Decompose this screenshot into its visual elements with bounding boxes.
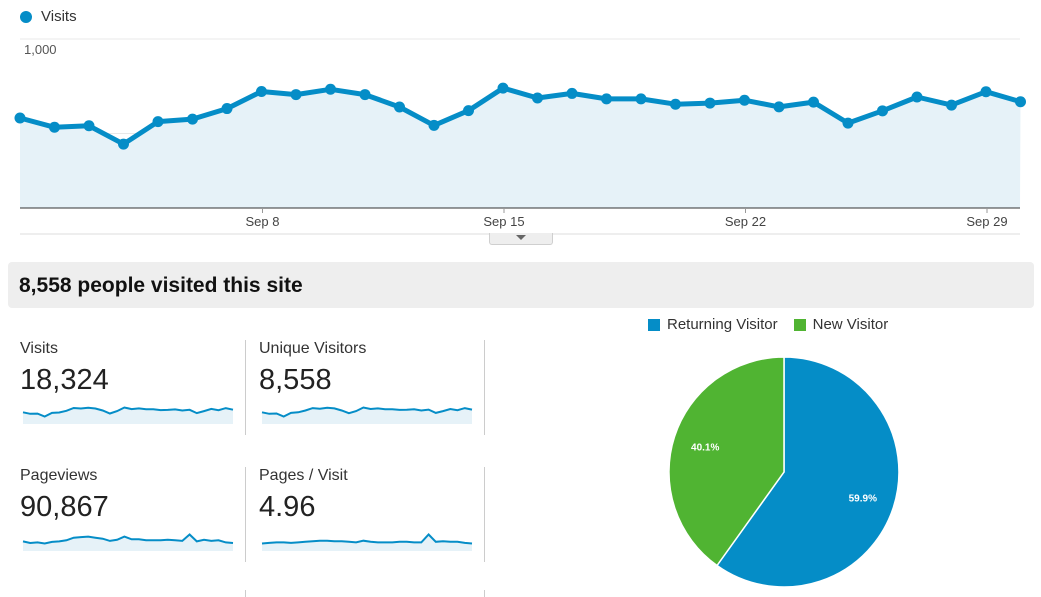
sparkline-line	[261, 533, 473, 545]
divider	[484, 467, 485, 562]
data-point	[256, 86, 267, 98]
metric-pages-per-visit[interactable]: Pages / Visit 4.96	[259, 467, 484, 563]
sparkline-fill	[23, 534, 233, 551]
caret-down-icon	[516, 235, 526, 240]
data-point	[773, 101, 785, 113]
divider	[245, 340, 246, 435]
pie-slice	[715, 356, 900, 588]
sparkline	[22, 533, 234, 551]
sparkline-line	[22, 406, 234, 418]
sparkline	[261, 406, 473, 424]
legend-label: New Visitor	[812, 316, 889, 333]
legend-swatch-icon	[648, 318, 660, 331]
metric-value: 18,324	[20, 364, 109, 396]
data-point	[877, 105, 888, 117]
data-point	[842, 117, 854, 129]
summary-text: people visited this site	[77, 274, 303, 297]
data-point	[187, 113, 198, 125]
sparkline-fill	[262, 534, 472, 551]
divider	[484, 340, 485, 435]
x-tick-label: Sep 22	[725, 214, 766, 229]
metric-label: Unique Visitors	[259, 340, 367, 357]
data-point	[463, 105, 474, 117]
area-fill	[20, 88, 1021, 208]
x-tick-label: Sep 29	[966, 214, 1007, 229]
data-point	[497, 82, 509, 94]
metric-unique-visitors[interactable]: Unique Visitors 8,558	[259, 340, 484, 436]
metric-visits[interactable]: Visits 18,324	[20, 340, 245, 436]
y-tick-label: 1,000	[24, 42, 57, 57]
summary-heading: 8,558 people visited this site	[19, 274, 303, 298]
x-tick-label: Sep 15	[483, 214, 524, 229]
legend-item-returning[interactable]: Returning Visitor	[648, 316, 778, 333]
sparkline-fill	[23, 407, 233, 424]
series-line	[19, 85, 1022, 147]
data-point	[290, 89, 302, 101]
data-point	[152, 116, 164, 128]
divider	[484, 590, 485, 597]
sparkline	[261, 533, 473, 551]
data-point	[83, 120, 95, 132]
data-point	[808, 96, 819, 108]
legend-item-new[interactable]: New Visitor	[793, 316, 889, 333]
x-tick-label: Sep 8	[246, 214, 280, 229]
sparkline	[22, 406, 234, 424]
collapse-chart-handle[interactable]	[489, 233, 553, 245]
data-point	[359, 89, 371, 101]
data-point	[946, 99, 957, 111]
data-point	[49, 121, 60, 133]
data-point	[670, 98, 681, 110]
data-point	[532, 92, 543, 104]
data-point	[601, 93, 612, 105]
metric-label: Pageviews	[20, 467, 98, 484]
data-point	[14, 112, 26, 124]
legend-dot-icon	[20, 10, 32, 23]
data-point	[739, 94, 750, 106]
metric-pageviews[interactable]: Pageviews 90,867	[20, 467, 245, 563]
pie-slice-label: 40.1%	[691, 443, 719, 454]
data-point	[428, 119, 440, 131]
metric-value: 90,867	[20, 491, 109, 523]
metric-label: Visits	[20, 340, 58, 357]
data-point	[1015, 96, 1026, 108]
data-point	[980, 86, 992, 98]
data-point	[221, 103, 233, 115]
legend-label-visits: Visits	[41, 8, 77, 25]
data-point	[118, 138, 129, 150]
sparkline-fill	[262, 407, 472, 424]
pie-slice	[668, 356, 785, 567]
data-point	[566, 87, 578, 99]
data-point	[325, 83, 336, 95]
legend-label: Returning Visitor	[667, 316, 778, 333]
pie-slice-label: 59.9%	[849, 493, 877, 504]
metric-value: 4.96	[259, 491, 316, 523]
metric-label: Pages / Visit	[259, 467, 348, 484]
divider	[245, 467, 246, 562]
visitor-type-pie-chart[interactable]: 59.9% 40.1%	[660, 350, 910, 595]
data-point	[394, 101, 405, 113]
legend-swatch-icon	[793, 318, 806, 331]
chart-legend[interactable]: Visits	[20, 8, 77, 25]
pie-legend: Returning Visitor New Visitor	[648, 316, 904, 333]
data-point	[635, 93, 647, 105]
summary-bar: 8,558 people visited this site	[8, 262, 1034, 308]
data-point	[704, 97, 716, 109]
sparkline-line	[22, 533, 234, 545]
divider	[245, 590, 246, 597]
sparkline-line	[261, 406, 473, 418]
data-point	[911, 91, 923, 103]
visitor-count: 8,558	[19, 274, 72, 297]
metric-value: 8,558	[259, 364, 332, 396]
